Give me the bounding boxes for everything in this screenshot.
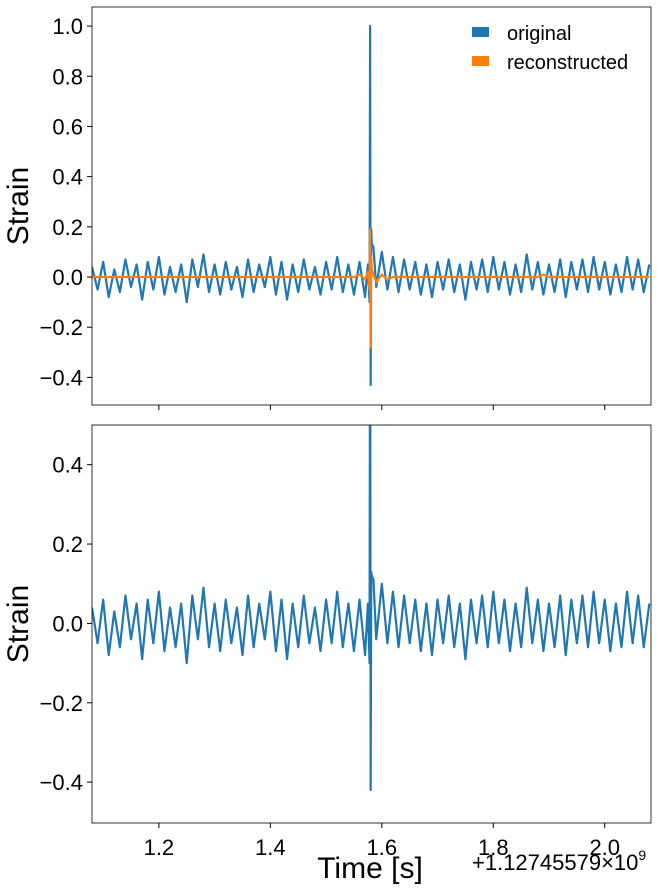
- legend-swatch: [472, 56, 489, 66]
- legend-label: reconstructed: [507, 52, 628, 74]
- x-tick-label: 1.8: [478, 835, 509, 860]
- legend-label: original: [507, 23, 571, 45]
- data-line: [92, 425, 651, 792]
- y-tick-label: 0.0: [52, 611, 83, 636]
- legend-swatch: [472, 27, 489, 37]
- x-tick-label: 2.0: [589, 835, 620, 860]
- y-tick-label: −0.2: [40, 691, 83, 716]
- y-axis-label: Strain: [2, 585, 35, 663]
- x-axis-label: Time [s]: [317, 852, 423, 885]
- x-tick-label: 1.6: [367, 835, 398, 860]
- plot-frame: [91, 424, 652, 824]
- x-tick-label: 1.4: [255, 835, 286, 860]
- y-tick-label: 0.6: [52, 114, 83, 139]
- series-group: [92, 24, 651, 387]
- data-line: [92, 228, 650, 349]
- y-tick-label: 0.2: [52, 215, 83, 240]
- y-tick-label: 0.4: [52, 453, 83, 478]
- y-tick-label: −0.2: [40, 315, 83, 340]
- y-tick-label: 0.0: [52, 265, 83, 290]
- offset-text: +1.12745579×109: [472, 847, 646, 875]
- y-tick-label: 1.0: [52, 14, 83, 39]
- offset-exponent: 9: [638, 847, 646, 863]
- y-tick-label: 0.2: [52, 532, 83, 557]
- data-line: [92, 24, 651, 387]
- plot-frame: [91, 6, 652, 406]
- x-tick-label: 1.2: [144, 835, 175, 860]
- y-tick-label: −0.4: [40, 365, 83, 390]
- offset-mantissa: +1.12745579×10: [472, 850, 638, 875]
- y-tick-label: 0.4: [52, 165, 83, 190]
- y-axis-label: Strain: [2, 167, 35, 245]
- series-group: [92, 425, 651, 792]
- y-tick-label: 0.8: [52, 64, 83, 89]
- y-tick-label: −0.4: [40, 770, 83, 795]
